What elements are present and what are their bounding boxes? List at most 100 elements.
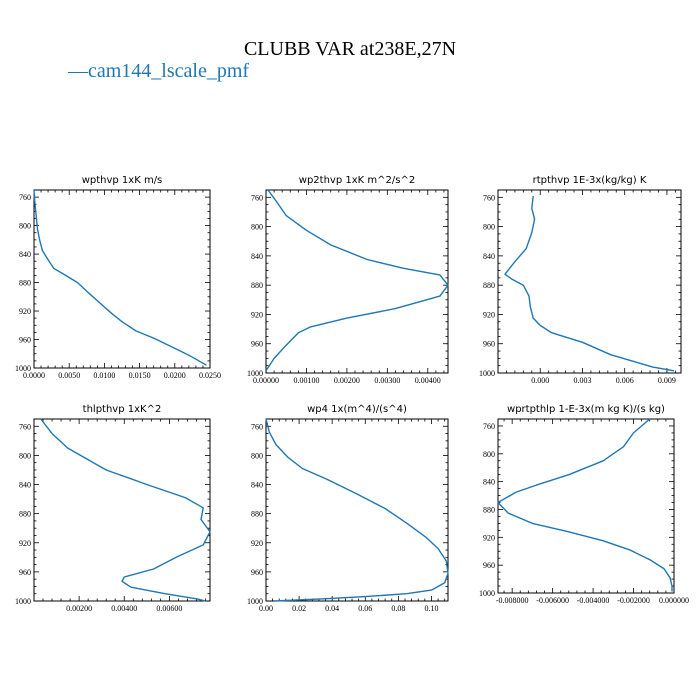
panel-title: wp2thvp 1xK m^2/s^2: [299, 175, 415, 186]
x-tick-label: 0.00200: [66, 604, 92, 613]
panel-frame: [33, 418, 211, 602]
x-tick-label: 0.0150: [129, 371, 151, 380]
y-tick-label: 880: [251, 281, 263, 290]
y-tick-label: 1000: [247, 369, 263, 378]
y-tick-label: 760: [251, 193, 263, 202]
x-tick-label: 0.000: [531, 376, 549, 385]
panel-title: wp4 1x(m^4)/(s^4): [307, 404, 407, 415]
panel-frame: [265, 189, 449, 374]
x-tick-label: 0.0250: [199, 371, 221, 380]
y-tick-label: 920: [483, 310, 495, 319]
chart-panel-2: wp2thvp 1xK m^2/s^2 0.00000 0.00100 0.00200…: [247, 175, 449, 385]
panel-frame: [497, 418, 675, 594]
y-tick-label: 840: [251, 481, 263, 490]
y-tick-label: 960: [483, 340, 495, 349]
legend-label: cam144_lscale_pmf: [88, 60, 249, 82]
panel-frame: [33, 189, 211, 369]
y-tick-label: 920: [19, 539, 31, 548]
x-tick-label: 0.009: [658, 376, 676, 385]
y-tick-label: 880: [251, 510, 263, 519]
series-line: [265, 418, 449, 602]
y-tick-label: 760: [483, 193, 495, 202]
series-line: [40, 418, 211, 602]
series-line: [504, 195, 675, 372]
x-tick-label: -0.008000: [496, 596, 529, 605]
y-tick-label: 920: [19, 307, 31, 316]
y-tick-label: 1000: [479, 589, 495, 598]
y-tick-label: 880: [19, 510, 31, 519]
panel-frame: [265, 418, 449, 602]
y-tick-label: 800: [251, 223, 263, 232]
x-tick-label: 0.06: [358, 604, 372, 613]
y-tick-label: 760: [19, 193, 31, 202]
y-tick-label: 840: [483, 252, 495, 261]
x-tick-label: -0.004000: [577, 596, 610, 605]
x-tick-label: 0.003: [573, 376, 591, 385]
x-tick-label: 0.00: [259, 604, 273, 613]
y-tick-label: 960: [19, 336, 31, 345]
figure-title: CLUBB VAR at238E,27N: [244, 38, 456, 60]
series-line: [265, 189, 449, 372]
chart-panel-4: thlpthvp 1xK^2 0.00200 0.00400 0.00600 760 80…: [15, 404, 211, 613]
x-tick-label: 0.00000: [253, 376, 279, 385]
y-tick-label: 840: [483, 478, 495, 487]
y-tick-label: 760: [19, 422, 31, 431]
panel-title: rtpthvp 1E-3x(kg/kg) K: [533, 175, 647, 186]
x-tick-label: 0.00600: [156, 604, 182, 613]
x-tick-label: 0.00300: [374, 376, 400, 385]
y-tick-label: 880: [19, 279, 31, 288]
y-tick-label: 840: [19, 481, 31, 490]
y-tick-label: 960: [483, 561, 495, 570]
y-tick-label: 840: [251, 252, 263, 261]
panel-title: wpthvp 1xK m/s: [82, 175, 163, 186]
y-tick-label: 1000: [15, 597, 31, 606]
chart-panels: wpthvp 1xK m/s 0.0000 0.0050 0.0100 0.0150 0.…: [15, 175, 689, 613]
y-tick-label: 1000: [15, 364, 31, 373]
chart-panel-6: wprtpthlp 1-E-3x(m kg K)/(s kg) -0.008000…: [479, 404, 689, 605]
x-tick-label: 0.00400: [415, 376, 441, 385]
x-tick-label: 0.000000: [659, 596, 689, 605]
x-tick-label: 0.006: [616, 376, 634, 385]
y-tick-label: 800: [483, 223, 495, 232]
y-tick-label: 760: [483, 422, 495, 431]
chart-panel-5: wp4 1x(m^4)/(s^4) 0.00 0.02 0.04 0.06 0.08 0.1…: [247, 404, 449, 613]
y-tick-label: 960: [251, 340, 263, 349]
y-tick-label: 760: [251, 422, 263, 431]
y-tick-label: 800: [19, 451, 31, 460]
x-tick-label: 0.10: [424, 604, 438, 613]
y-tick-label: 960: [251, 568, 263, 577]
x-tick-label: 0.0200: [164, 371, 186, 380]
y-tick-label: 1000: [479, 369, 495, 378]
y-tick-label: 800: [19, 222, 31, 231]
y-tick-label: 960: [19, 568, 31, 577]
x-tick-label: 0.00400: [111, 604, 137, 613]
x-tick-label: 0.08: [391, 604, 405, 613]
x-tick-label: -0.006000: [536, 596, 569, 605]
panel-title: thlpthvp 1xK^2: [83, 404, 162, 415]
y-tick-label: 800: [251, 451, 263, 460]
x-tick-label: -0.002000: [617, 596, 650, 605]
x-tick-label: 0.0000: [23, 371, 45, 380]
chart-panel-3: rtpthvp 1E-3x(kg/kg) K 0.000 0.003 0.006 0.0…: [479, 175, 682, 385]
x-tick-label: 0.00100: [293, 376, 319, 385]
y-tick-label: 880: [483, 505, 495, 514]
panel-title: wprtpthlp 1-E-3x(m kg K)/(s kg): [507, 404, 665, 415]
y-tick-label: 800: [483, 450, 495, 459]
y-tick-label: 1000: [247, 597, 263, 606]
series-line: [497, 418, 673, 592]
x-tick-label: 0.0050: [58, 371, 80, 380]
y-tick-label: 920: [483, 533, 495, 542]
chart-panel-1: wpthvp 1xK m/s 0.0000 0.0050 0.0100 0.0150 0.…: [15, 175, 221, 380]
x-tick-label: 0.04: [325, 604, 339, 613]
x-tick-label: 0.00200: [334, 376, 360, 385]
panel-frame: [497, 189, 682, 374]
y-tick-label: 880: [483, 281, 495, 290]
y-tick-label: 920: [251, 539, 263, 548]
x-tick-label: 0.02: [292, 604, 306, 613]
x-tick-label: 0.0100: [93, 371, 115, 380]
legend-marker: —: [67, 60, 89, 82]
figure-legend: — cam144_lscale_pmf: [67, 60, 249, 82]
series-line: [33, 189, 207, 366]
y-tick-label: 840: [19, 250, 31, 259]
